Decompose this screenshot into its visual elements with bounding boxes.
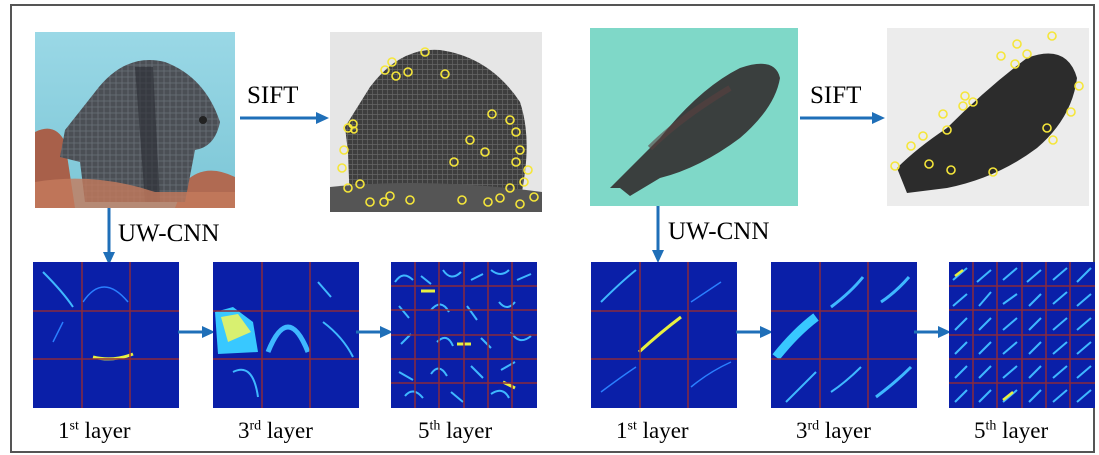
right-feature-map-layer3 [771,262,917,408]
right-cnn-label: UW-CNN [668,218,770,245]
left-layer5-label: 5th layer [418,418,493,443]
left-cnn-label: UW-CNN [118,220,220,247]
left-sift-result-image [330,32,542,212]
left-sift-arrow [240,112,329,124]
right-cnn-down-arrow [652,206,664,263]
right-feature-map-layer5 [949,262,1095,408]
right-arrow-1-to-3 [736,326,773,338]
right-layer3-label: 3rd layer [796,418,871,443]
right-sift-label: SIFT [810,82,862,109]
left-layer3-label: 3rd layer [238,418,313,443]
right-input-fish-photo [590,28,798,206]
left-feature-map-layer3 [213,262,359,408]
right-layer1-label: 1st layer [616,418,689,443]
left-cnn-down-arrow [103,208,115,265]
left-feature-map-layer5 [391,262,537,408]
right-feature-map-layer1 [591,262,737,408]
right-arrow-3-to-5 [914,326,951,338]
left-arrow-1-to-3 [178,326,215,338]
right-layer5-label: 5th layer [974,418,1049,443]
left-sift-label: SIFT [247,82,299,109]
left-arrow-3-to-5 [356,326,393,338]
right-sift-arrow [800,112,885,124]
left-layer1-label: 1st layer [58,418,131,443]
left-input-fish-photo [35,32,235,208]
left-feature-map-layer1 [33,262,179,408]
right-sift-result-image [887,28,1089,206]
